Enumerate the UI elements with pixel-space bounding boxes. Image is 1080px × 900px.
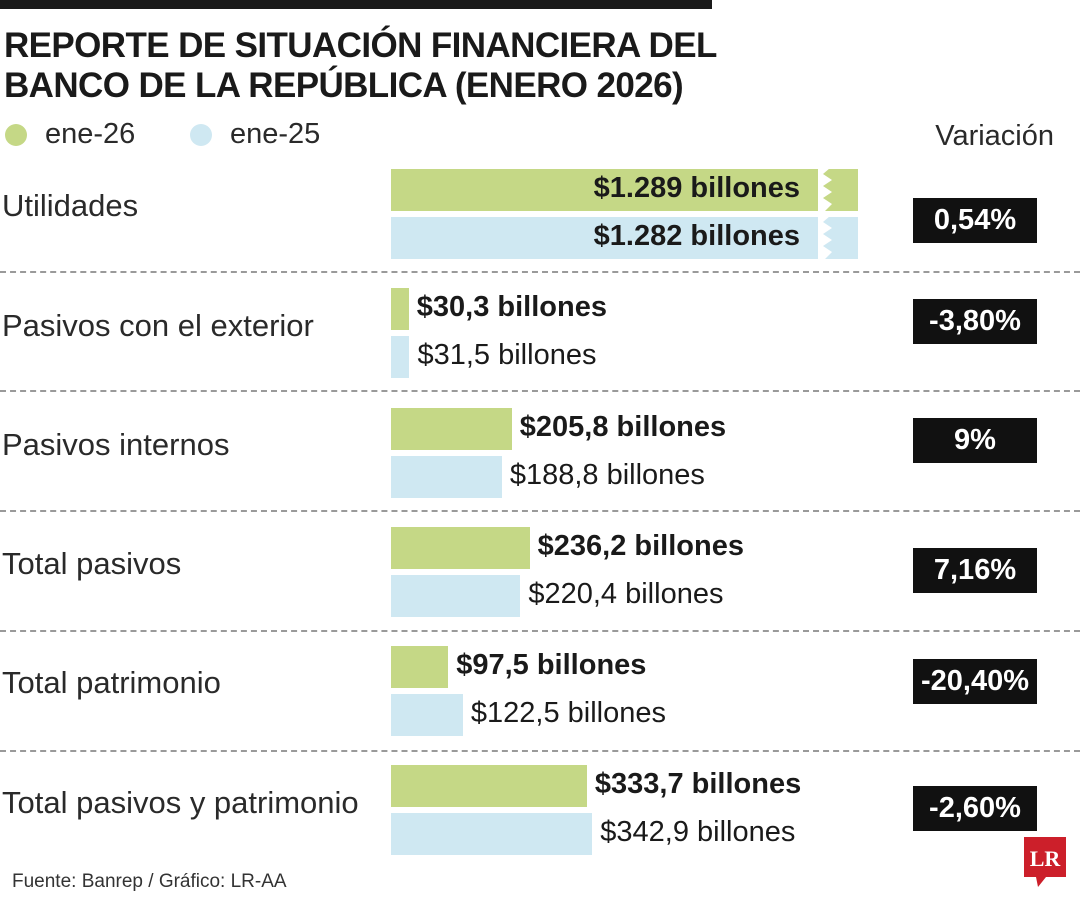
variation-badge: -3,80% [913,299,1037,344]
row-separator [0,750,1080,752]
row-separator [0,630,1080,632]
bar-value-label: $30,3 billones [416,291,607,323]
lr-logo-icon: LR [1024,837,1066,887]
legend-label-ene-26: ene-26 [45,118,136,150]
bar-ene-25 [391,694,463,736]
bar-value-label: $122,5 billones [470,697,667,729]
axis-break-icon [818,216,832,260]
legend-swatch-ene-26 [5,123,27,146]
lr-logo-text: LR [1030,846,1062,871]
category-label: Utilidades [2,188,139,223]
bar-ene-26 [391,646,449,688]
chart-title: REPORTE DE SITUACIÓN FINANCIERA DEL BANC… [4,26,764,106]
row-separator [0,510,1080,512]
bar-ene-26 [391,288,409,330]
top-rule [0,0,712,9]
variation-badge: 7,16% [913,548,1037,593]
variation-header: Variación [935,120,1054,152]
variation-badge: -20,40% [913,659,1037,704]
footer-source: Fuente: Banrep / Gráfico: LR-AA [12,871,287,892]
bar-value-label: $220,4 billones [528,578,724,610]
category-label: Pasivos con el exterior [2,308,314,343]
chart-title-line-1: REPORTE DE SITUACIÓN FINANCIERA DEL [4,26,717,65]
bar-ene-26 [391,765,587,807]
variation-badge: 9% [913,418,1037,463]
legend-swatch-ene-25 [190,123,212,146]
category-label: Total pasivos y patrimonio [2,785,359,820]
bar-value-label: $31,5 billones [417,339,597,371]
bar-ene-25 [391,217,858,259]
bar-value-label: $333,7 billones [594,768,802,800]
bar-value-label: $188,8 billones [509,459,705,491]
bar-value-label: $342,9 billones [600,816,796,848]
legend-label-ene-25: ene-25 [230,118,321,150]
bar-value-label: $1.282 billones [593,220,800,252]
row-separator [0,390,1080,392]
legend-item-ene-26: ene-26 [5,118,135,151]
bar-ene-25 [391,336,410,378]
variation-badge: -2,60% [913,786,1037,831]
chart-title-line-2: BANCO DE LA REPÚBLICA (ENERO 2026) [4,66,684,105]
bar-value-label: $236,2 billones [537,530,744,562]
bar-ene-25 [391,575,521,617]
legend-item-ene-25: ene-25 [190,118,320,151]
bar-ene-25 [391,813,593,855]
bar-ene-26 [391,169,858,211]
row-separator [0,271,1080,273]
category-label: Total patrimonio [2,665,221,700]
bar-ene-26 [391,527,530,569]
bar-ene-26 [391,408,512,450]
category-label: Pasivos internos [2,427,230,462]
bar-ene-25 [391,456,502,498]
category-label: Total pasivos [2,546,182,581]
bar-value-label: $1.289 billones [593,172,800,204]
variation-badge: 0,54% [913,198,1037,243]
axis-break-icon [818,168,832,212]
bar-value-label: $97,5 billones [456,649,647,681]
bar-value-label: $205,8 billones [519,411,727,443]
